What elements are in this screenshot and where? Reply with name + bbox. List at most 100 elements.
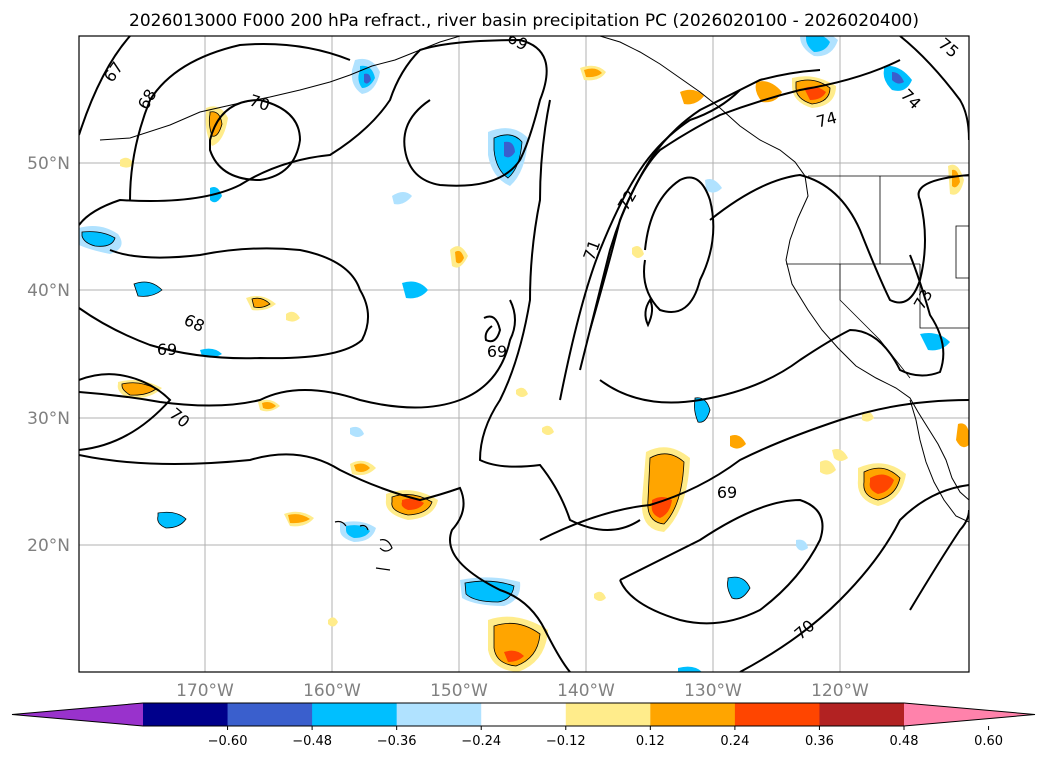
pos-patch — [354, 463, 370, 472]
pos-patch — [832, 449, 848, 461]
colorbar-segment — [481, 703, 567, 726]
colorbar-segment — [143, 703, 229, 726]
lon-label: 140°W — [557, 681, 615, 701]
map-title: 2026013000 F000 200 hPa refract., river … — [129, 11, 919, 31]
contour-72 — [579, 69, 821, 371]
contour-68-north — [129, 43, 351, 201]
baja-coast — [909, 399, 969, 523]
neg-patch — [364, 73, 371, 84]
neg-patch — [694, 397, 710, 423]
lat-label: 30°N — [27, 409, 70, 429]
neg-patch — [134, 282, 162, 297]
lat-label: 20°N — [27, 536, 70, 556]
colorbar-tick-label: 0.36 — [805, 734, 834, 749]
contour-small-closed — [644, 298, 654, 328]
colorbar-segment — [227, 703, 313, 726]
colorbar-tick-label: 0.60 — [974, 734, 1003, 749]
contour-69-small — [483, 315, 502, 343]
pos-patch — [952, 169, 960, 188]
contour-73 — [589, 59, 901, 331]
contour-72-east — [599, 254, 945, 404]
alaska-coast — [99, 36, 461, 141]
map-frame — [78, 35, 970, 673]
contour-label: 69 — [717, 483, 737, 502]
pos-patch — [122, 382, 156, 396]
state-borders — [786, 175, 969, 379]
neg-patch — [402, 281, 428, 299]
pos-patch — [584, 68, 602, 78]
neg-patch — [727, 577, 750, 599]
colorbar-segment — [565, 703, 651, 726]
lat-label: 50°N — [27, 154, 70, 174]
pos-patch — [542, 425, 554, 435]
neg-patch — [806, 36, 830, 52]
colorbar-outline — [11, 702, 1036, 727]
colorbar: −0.60 −0.48 −0.36 −0.24 −0.12 0.12 0.24 0.36 0.4… — [11, 702, 1036, 749]
longitude-labels: 170°W 160°W 150°W 140°W 130°W 120°W — [176, 681, 869, 701]
pos-patch — [862, 411, 874, 422]
contour-73-closed — [643, 176, 715, 313]
colorbar-extend-low — [12, 703, 143, 726]
contour-68-mid — [79, 247, 369, 360]
contour-70-east — [539, 399, 969, 541]
neg-patch — [392, 192, 412, 205]
neg-patch — [465, 581, 514, 602]
pos-patch — [262, 402, 276, 410]
graticule — [79, 36, 969, 672]
colorbar-tick-label: 0.24 — [720, 734, 749, 749]
pos-patch — [869, 474, 894, 494]
neg-patch — [350, 426, 364, 437]
contour-70-closed — [209, 98, 302, 182]
pos-patch — [401, 498, 424, 510]
neg-patch — [504, 141, 515, 158]
colorbar-tick-label: 0.48 — [890, 734, 919, 749]
neg-patch — [892, 72, 904, 84]
lon-label: 160°W — [303, 681, 361, 701]
pos-patch — [956, 423, 969, 448]
contour-69-south — [79, 453, 571, 672]
colorbar-tick-label: 0.12 — [636, 734, 665, 749]
hawaii-islands — [334, 520, 393, 571]
coastlines — [99, 36, 969, 571]
contour-69-north — [79, 38, 548, 226]
colorbar-segment — [650, 703, 736, 726]
neg-patch — [796, 539, 808, 551]
contour-label: 69 — [487, 342, 507, 361]
colorbar-segment — [819, 703, 905, 726]
precip-shading — [79, 36, 969, 672]
colorbar-tick-label: −0.24 — [461, 734, 501, 749]
contour-71 — [559, 89, 741, 401]
contour-74 — [709, 173, 969, 304]
lon-label: 170°W — [176, 681, 234, 701]
lon-label: 130°W — [684, 681, 742, 701]
refractivity-contours — [79, 36, 969, 672]
pos-patch — [680, 89, 704, 105]
pos-patch — [516, 387, 528, 397]
neg-patch — [705, 179, 722, 193]
contour-69-mid — [79, 299, 516, 409]
lon-label: 120°W — [811, 681, 869, 701]
colorbar-segment — [396, 703, 482, 726]
colorbar-tick-label: −0.48 — [292, 734, 332, 749]
contour-label: 69 — [157, 340, 177, 359]
pos-patch — [504, 650, 524, 662]
pos-patch — [632, 246, 644, 258]
pos-patch — [804, 86, 826, 100]
colorbar-tick-label: −0.60 — [208, 734, 248, 749]
colorbar-extend-high — [904, 703, 1035, 726]
anomaly-outlines — [81, 79, 901, 667]
colorbar-segment — [312, 703, 398, 726]
contour-71-south — [909, 509, 969, 611]
lat-label: 40°N — [27, 281, 70, 301]
colorbar-tick-label: −0.36 — [377, 734, 417, 749]
contour-70-south — [739, 484, 969, 672]
pos-patch — [455, 250, 464, 264]
pos-patch — [594, 591, 606, 601]
map-panel: 67 68 70 69 68 70 69 69 71 72 74 74 75 7… — [78, 35, 970, 673]
pos-patch — [286, 311, 300, 322]
colorbar-tick-label: −0.12 — [546, 734, 586, 749]
north-america-coast — [599, 36, 969, 501]
lon-label: 150°W — [430, 681, 488, 701]
contour-67 — [79, 36, 131, 136]
